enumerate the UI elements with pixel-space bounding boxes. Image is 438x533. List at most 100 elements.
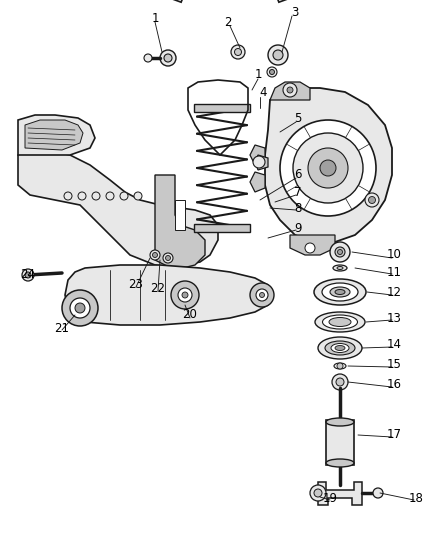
Circle shape [293,133,363,203]
Circle shape [268,45,288,65]
Polygon shape [270,82,310,100]
Polygon shape [290,235,335,255]
Text: 18: 18 [409,491,424,505]
Circle shape [22,269,34,281]
Circle shape [120,192,128,200]
Text: 22: 22 [151,281,166,295]
Text: 20: 20 [183,309,198,321]
Text: 15: 15 [387,359,402,372]
Circle shape [330,242,350,262]
Circle shape [373,488,383,498]
Text: 1: 1 [254,69,262,82]
Text: 24: 24 [21,269,35,281]
Text: 19: 19 [322,491,338,505]
Polygon shape [65,265,272,325]
Text: 6: 6 [294,168,302,182]
Circle shape [70,298,90,318]
Text: 9: 9 [294,222,302,235]
Circle shape [253,156,265,168]
Polygon shape [250,172,265,192]
Text: 8: 8 [294,201,302,214]
Polygon shape [194,224,250,232]
Circle shape [308,148,348,188]
Ellipse shape [330,287,350,297]
Ellipse shape [326,418,354,426]
Circle shape [160,50,176,66]
Circle shape [337,363,343,369]
Ellipse shape [331,343,349,352]
Circle shape [336,378,344,386]
Circle shape [234,49,241,55]
Text: 11: 11 [386,265,402,279]
Circle shape [283,83,297,97]
Text: 7: 7 [294,185,302,198]
Text: 4: 4 [259,86,267,100]
Text: 10: 10 [387,248,402,262]
Circle shape [166,255,170,261]
Circle shape [273,50,283,60]
Circle shape [305,243,315,253]
Text: 3: 3 [291,5,299,19]
Text: 2: 2 [224,15,232,28]
Circle shape [368,197,375,204]
Ellipse shape [333,265,347,271]
Ellipse shape [325,341,355,355]
Polygon shape [18,150,218,268]
Circle shape [259,293,265,297]
Circle shape [365,193,379,207]
Ellipse shape [318,337,362,359]
Ellipse shape [335,345,345,351]
Text: 12: 12 [386,287,402,300]
Circle shape [62,290,98,326]
Circle shape [144,54,152,62]
Ellipse shape [329,318,351,327]
Text: 14: 14 [386,338,402,351]
Text: 17: 17 [386,429,402,441]
Circle shape [178,288,192,302]
Polygon shape [18,115,95,155]
Text: 23: 23 [129,279,143,292]
Circle shape [280,120,376,216]
Circle shape [250,283,274,307]
Polygon shape [265,88,392,242]
Circle shape [310,485,326,501]
Text: 16: 16 [386,378,402,392]
Text: 1: 1 [151,12,159,25]
Circle shape [335,247,345,257]
Circle shape [78,192,86,200]
Text: 21: 21 [54,321,70,335]
Circle shape [287,87,293,93]
Ellipse shape [326,459,354,467]
Polygon shape [162,0,298,2]
Circle shape [152,253,158,257]
Polygon shape [194,104,250,112]
Circle shape [106,192,114,200]
Circle shape [231,45,245,59]
Circle shape [320,160,336,176]
Polygon shape [326,420,354,465]
Ellipse shape [322,315,357,329]
Circle shape [182,292,188,298]
Ellipse shape [322,283,358,301]
Circle shape [150,250,160,260]
Circle shape [92,192,100,200]
Polygon shape [318,482,362,505]
Circle shape [163,253,173,263]
Circle shape [134,192,142,200]
Circle shape [164,54,172,62]
Circle shape [256,289,268,301]
Circle shape [267,67,277,77]
Text: 5: 5 [294,111,302,125]
Circle shape [171,281,199,309]
Polygon shape [255,155,268,170]
Ellipse shape [335,289,345,295]
Ellipse shape [314,279,366,305]
Polygon shape [155,175,205,270]
Polygon shape [25,120,83,150]
Circle shape [314,489,322,497]
Polygon shape [250,145,265,165]
Ellipse shape [337,266,343,270]
Polygon shape [175,200,185,230]
Text: 13: 13 [387,311,402,325]
Circle shape [75,303,85,313]
